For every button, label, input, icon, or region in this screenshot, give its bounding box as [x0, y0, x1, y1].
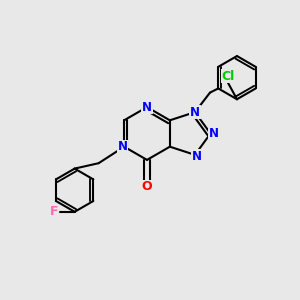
Text: N: N: [208, 127, 218, 140]
Text: Cl: Cl: [221, 70, 235, 83]
Text: N: N: [142, 100, 152, 114]
Text: F: F: [50, 205, 58, 218]
Text: O: O: [142, 180, 152, 194]
Text: N: N: [190, 106, 200, 118]
Text: N: N: [191, 150, 202, 163]
Text: N: N: [118, 140, 128, 153]
